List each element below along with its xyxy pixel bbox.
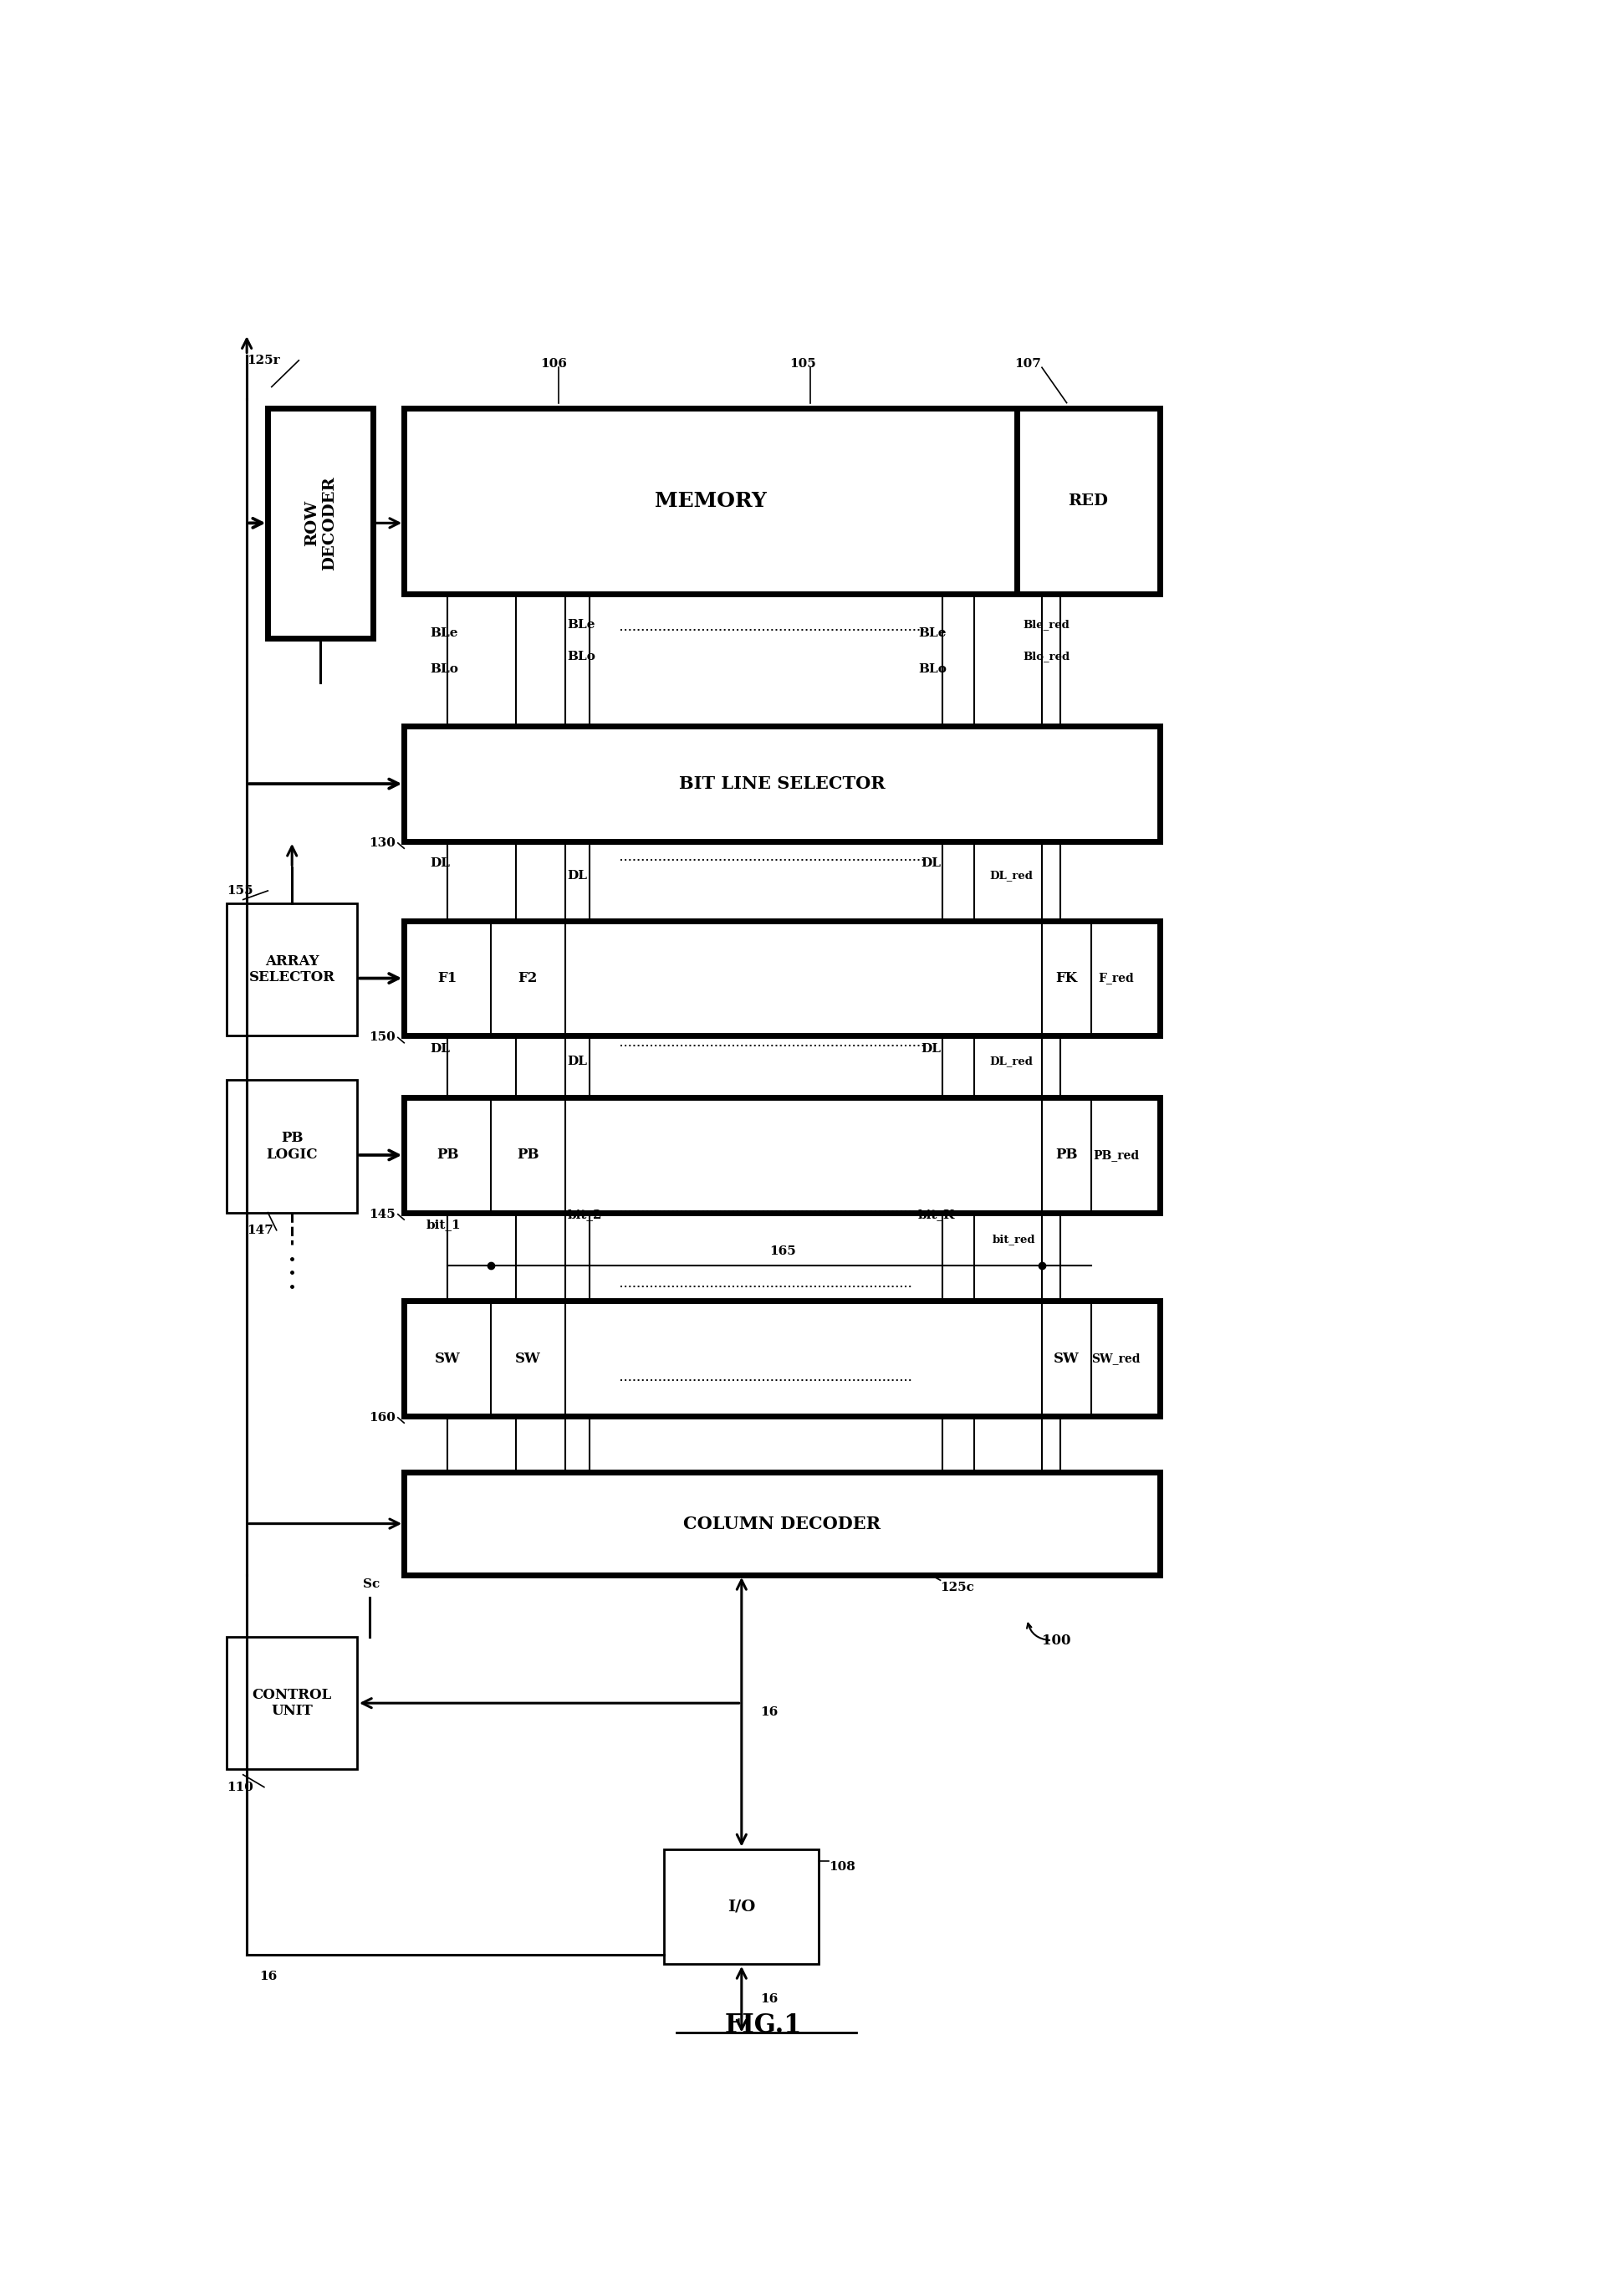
Text: DL: DL <box>567 870 588 882</box>
Text: 160: 160 <box>369 1412 395 1424</box>
Text: 110: 110 <box>227 1782 254 1793</box>
Text: PB: PB <box>516 1148 539 1162</box>
Bar <box>404 726 1160 840</box>
Text: DL: DL <box>430 1042 451 1054</box>
Text: ROW
DECODER: ROW DECODER <box>304 475 337 569</box>
Text: F2: F2 <box>518 971 537 985</box>
Text: 108: 108 <box>829 1860 855 1874</box>
Text: 107: 107 <box>1015 358 1042 370</box>
Text: 106: 106 <box>540 358 567 370</box>
Text: DL: DL <box>430 856 451 870</box>
Bar <box>227 1637 356 1770</box>
Text: DL_red: DL_red <box>989 1056 1034 1068</box>
Bar <box>227 1079 356 1212</box>
Text: 105: 105 <box>789 358 817 370</box>
Text: DL: DL <box>567 1056 588 1068</box>
Text: I/O: I/O <box>727 1899 756 1915</box>
Text: SW: SW <box>1053 1352 1080 1366</box>
Text: 125r: 125r <box>246 354 280 367</box>
Text: Ble_red: Ble_red <box>1023 620 1071 629</box>
Bar <box>665 1848 820 1963</box>
Text: MEMORY: MEMORY <box>655 491 767 512</box>
Bar <box>1018 409 1160 595</box>
Text: DL_red: DL_red <box>989 870 1034 882</box>
Text: bit_red: bit_red <box>992 1233 1036 1244</box>
Text: 155: 155 <box>227 884 254 898</box>
Text: bit_K: bit_K <box>917 1208 956 1219</box>
Text: SW: SW <box>515 1352 540 1366</box>
Text: 100: 100 <box>1042 1632 1071 1649</box>
Bar <box>404 1472 1160 1575</box>
Text: DL: DL <box>920 856 941 870</box>
Text: PB_red: PB_red <box>1093 1150 1139 1162</box>
Text: PB: PB <box>436 1148 459 1162</box>
Text: FIG.1: FIG.1 <box>724 2014 802 2039</box>
Bar <box>404 1097 1160 1212</box>
Text: 147: 147 <box>246 1224 273 1235</box>
Text: DL: DL <box>920 1042 941 1054</box>
Text: 150: 150 <box>369 1031 395 1042</box>
Text: CONTROL
UNIT: CONTROL UNIT <box>252 1688 332 1717</box>
Text: F1: F1 <box>438 971 457 985</box>
Text: Sc: Sc <box>363 1577 380 1589</box>
Text: FK: FK <box>1056 971 1077 985</box>
Bar <box>404 921 1160 1035</box>
Text: F_red: F_red <box>1098 974 1135 985</box>
Text: RED: RED <box>1069 494 1109 507</box>
Text: BLe: BLe <box>567 620 596 631</box>
Text: 16: 16 <box>761 1993 778 2004</box>
Text: PB
LOGIC: PB LOGIC <box>267 1132 318 1162</box>
Text: 145: 145 <box>369 1208 395 1219</box>
Bar <box>268 409 374 638</box>
Text: PB: PB <box>1056 1148 1077 1162</box>
Text: 16: 16 <box>259 1970 276 1981</box>
Text: BLe: BLe <box>430 627 459 638</box>
Text: bit_1: bit_1 <box>427 1219 462 1231</box>
Text: bit_2: bit_2 <box>567 1208 602 1219</box>
Text: BLo: BLo <box>917 664 946 675</box>
Text: 130: 130 <box>369 838 395 850</box>
Text: 16: 16 <box>761 1706 778 1717</box>
Text: Blo_red: Blo_red <box>1023 652 1071 661</box>
Bar <box>404 409 1018 595</box>
Bar <box>227 902 356 1035</box>
Text: SW: SW <box>435 1352 460 1366</box>
Text: COLUMN DECODER: COLUMN DECODER <box>684 1515 880 1531</box>
Text: SW_red: SW_red <box>1091 1352 1141 1364</box>
Bar <box>404 1302 1160 1417</box>
Text: BIT LINE SELECTOR: BIT LINE SELECTOR <box>679 776 885 792</box>
Text: BLe: BLe <box>917 627 946 638</box>
Text: ARRAY
SELECTOR: ARRAY SELECTOR <box>249 955 336 985</box>
Text: 125c: 125c <box>940 1582 975 1593</box>
Text: 165: 165 <box>770 1244 796 1258</box>
Text: BLo: BLo <box>430 664 459 675</box>
Text: BLo: BLo <box>567 650 596 661</box>
